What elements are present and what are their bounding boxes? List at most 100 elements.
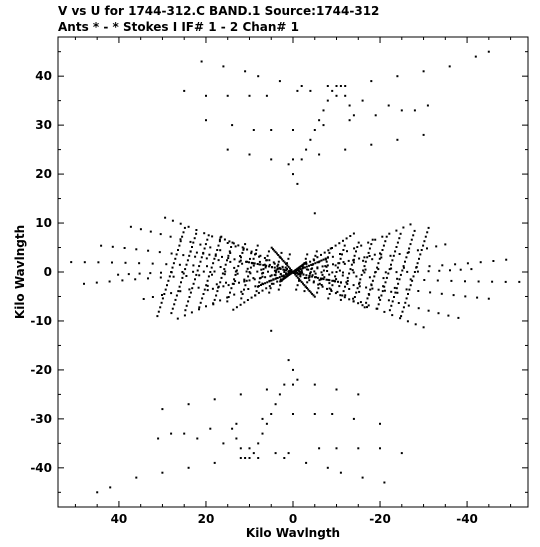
uv-point	[357, 302, 360, 305]
uv-point	[400, 315, 403, 318]
uv-point	[300, 158, 303, 161]
uv-point	[221, 272, 224, 275]
uv-point	[353, 247, 356, 250]
uv-point	[285, 269, 288, 272]
uv-point	[390, 290, 393, 293]
uv-point	[339, 253, 341, 255]
uv-point	[339, 294, 342, 297]
uv-point	[226, 94, 229, 97]
uv-point	[292, 413, 294, 415]
uv-point	[348, 298, 351, 301]
plot-subtitle: Ants * - * Stokes I IF# 1 - 2 Chan# 1	[58, 20, 299, 34]
uv-point	[198, 306, 201, 309]
uv-point	[376, 307, 379, 310]
uv-point	[175, 253, 178, 256]
uv-point	[167, 279, 170, 282]
uv-point	[441, 264, 444, 267]
uv-point	[352, 114, 355, 117]
uv-point	[418, 257, 420, 260]
uv-point	[242, 248, 245, 251]
uv-point	[313, 259, 316, 262]
uv-point	[278, 266, 281, 269]
uv-point	[398, 278, 401, 281]
uv-point	[239, 447, 242, 450]
uv-point	[308, 274, 311, 277]
uv-point	[324, 257, 327, 260]
uv-point	[349, 268, 352, 271]
uv-point	[256, 270, 259, 273]
uv-point	[244, 457, 247, 459]
uv-point	[223, 273, 226, 276]
uv-point	[296, 378, 299, 381]
uv-point	[327, 297, 330, 300]
uv-point	[320, 284, 323, 286]
uv-point	[262, 264, 265, 267]
uv-point	[351, 269, 354, 272]
uv-point	[257, 75, 260, 78]
uv-point	[292, 173, 294, 176]
uv-point	[263, 263, 266, 266]
uv-point	[261, 275, 264, 278]
uv-point	[297, 268, 300, 271]
uv-point	[270, 129, 273, 131]
uv-point	[276, 268, 279, 271]
uv-point	[334, 292, 337, 295]
uv-point	[437, 312, 440, 315]
uv-point	[158, 251, 161, 254]
uv-point	[202, 293, 205, 295]
uv-point	[316, 256, 319, 259]
uv-point	[273, 266, 276, 269]
uv-point	[344, 148, 347, 151]
uv-point	[325, 260, 328, 263]
uv-point	[327, 256, 329, 259]
uv-point	[428, 265, 431, 268]
uv-point	[209, 427, 212, 430]
uv-point	[323, 276, 326, 279]
uv-point	[217, 244, 220, 247]
uv-point	[270, 158, 273, 161]
uv-point	[326, 264, 329, 267]
uv-point	[170, 271, 173, 273]
uv-point	[274, 403, 277, 406]
y-tick-label: -30	[30, 412, 52, 426]
uv-point	[360, 244, 363, 247]
uv-point	[476, 296, 479, 299]
uv-point	[380, 256, 383, 259]
uv-point	[265, 94, 268, 97]
uv-point	[199, 243, 202, 246]
uv-point	[361, 476, 364, 479]
uv-point	[299, 275, 302, 278]
uv-point	[359, 278, 362, 281]
uv-point	[267, 270, 269, 273]
y-tick-label: 10	[35, 216, 52, 230]
uv-point	[268, 265, 271, 268]
uv-point	[235, 437, 238, 440]
uv-point	[331, 255, 334, 258]
uv-point	[248, 447, 251, 450]
uv-point	[272, 282, 275, 285]
uv-point	[292, 383, 294, 386]
uv-point	[449, 269, 451, 272]
uv-point	[257, 285, 259, 288]
uv-point	[342, 290, 345, 293]
uv-point	[367, 304, 370, 307]
uv-point	[402, 306, 405, 309]
uv-point	[250, 252, 253, 255]
uv-point	[296, 272, 299, 275]
uv-point	[334, 264, 337, 267]
uv-point	[329, 247, 332, 250]
uv-point	[424, 235, 427, 238]
uv-point	[328, 293, 331, 295]
uv-point	[256, 244, 259, 247]
uv-point	[246, 267, 249, 270]
uv-point	[417, 290, 420, 292]
uv-point	[343, 296, 346, 299]
uv-point	[262, 283, 265, 286]
uv-point	[335, 271, 338, 273]
uv-point	[305, 148, 308, 151]
uv-point	[206, 238, 209, 241]
uv-point	[228, 250, 231, 253]
uv-point	[343, 262, 346, 265]
uv-point	[203, 232, 206, 235]
uv-point	[239, 457, 242, 459]
